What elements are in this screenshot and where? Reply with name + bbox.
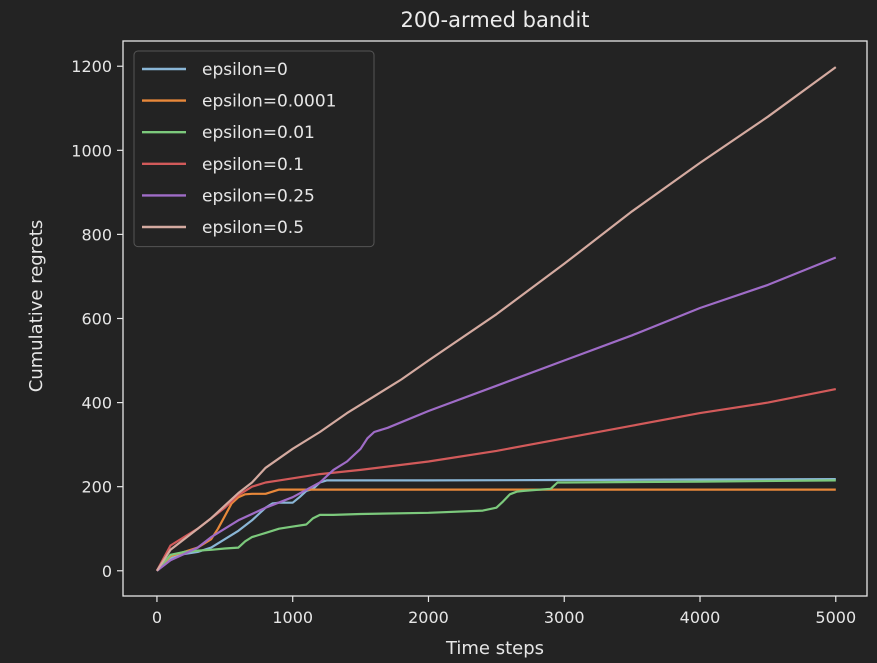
legend-label: epsilon=0.25 — [202, 186, 315, 206]
x-tick-label: 5000 — [815, 608, 856, 627]
legend-label: epsilon=0.5 — [202, 218, 304, 238]
plot-area — [155, 66, 837, 572]
series-line-1 — [156, 488, 836, 572]
x-axis-label: Time steps — [445, 638, 544, 659]
y-tick-label: 400 — [81, 394, 112, 413]
legend: epsilon=0 epsilon=0.0001 epsilon=0.01 epsil… — [133, 50, 375, 248]
series-line-4 — [156, 256, 837, 572]
y-tick-label: 1200 — [71, 57, 112, 76]
legend-label: epsilon=0.0001 — [202, 92, 336, 112]
x-axis: 0 1000 2000 3000 4000 5000 — [152, 596, 856, 627]
series-line-2 — [156, 479, 836, 572]
y-tick-label: 600 — [81, 310, 112, 329]
legend-label: epsilon=0.01 — [202, 123, 315, 143]
y-axis-label: Cumulative regrets — [26, 220, 47, 392]
y-tick-label: 0 — [102, 562, 112, 581]
chart-title: 200-armed bandit — [400, 8, 589, 32]
x-tick-label: 1000 — [272, 608, 313, 627]
legend-box — [133, 50, 375, 248]
x-tick-label: 3000 — [544, 608, 585, 627]
x-tick-label: 4000 — [680, 608, 721, 627]
series-line-5 — [155, 66, 837, 572]
y-tick-label: 1000 — [71, 141, 112, 160]
y-tick-label: 800 — [81, 225, 112, 244]
x-tick-label: 2000 — [408, 608, 449, 627]
legend-label: epsilon=0 — [202, 60, 288, 80]
x-tick-label: 0 — [152, 608, 162, 627]
legend-label: epsilon=0.1 — [202, 155, 304, 175]
y-tick-label: 200 — [81, 478, 112, 497]
y-axis: 0 200 400 600 800 1000 1200 — [71, 57, 123, 581]
